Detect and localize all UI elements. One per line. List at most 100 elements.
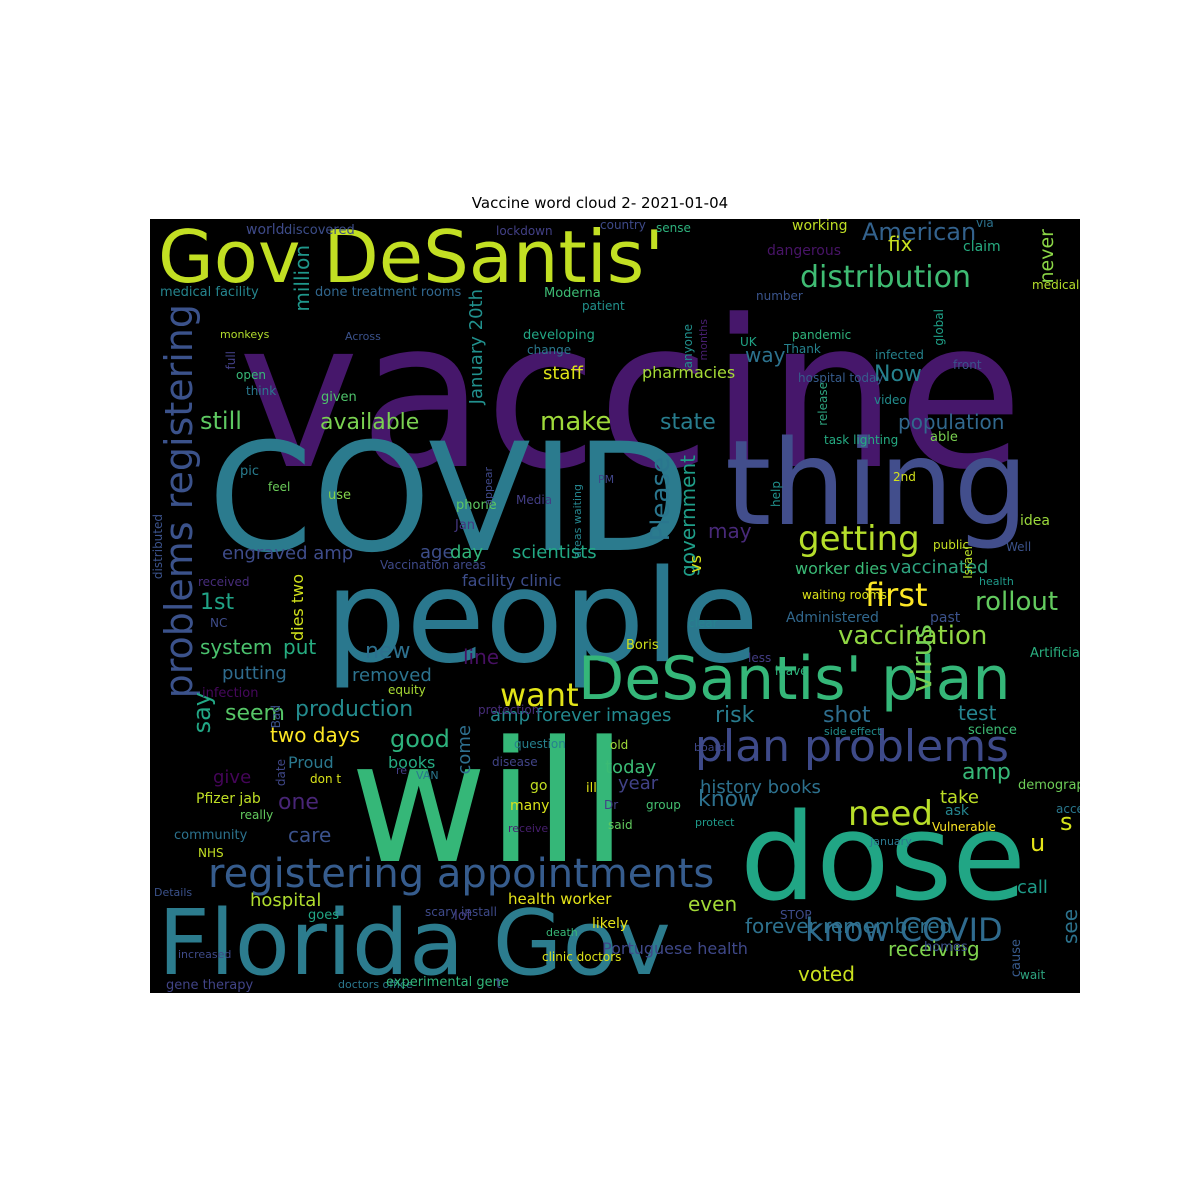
cloud-word: see xyxy=(1058,909,1080,945)
cloud-word: scary install xyxy=(425,905,497,919)
cloud-word: Administered xyxy=(786,610,879,626)
cloud-word: staff xyxy=(543,363,583,384)
cloud-word: developing xyxy=(523,328,595,343)
cloud-word: million xyxy=(290,245,314,312)
cloud-word: take xyxy=(940,787,979,808)
cloud-word: clinic doctors xyxy=(542,950,622,964)
cloud-word: gene therapy xyxy=(166,978,254,993)
cloud-word: received xyxy=(198,575,250,589)
cloud-word: pic xyxy=(240,464,260,479)
cloud-word: Florida Gov xyxy=(158,891,671,993)
cloud-word: age xyxy=(420,542,454,563)
cloud-word: distributed xyxy=(151,514,165,580)
cloud-word: NHS xyxy=(198,846,224,860)
cloud-word: able xyxy=(930,430,958,445)
cloud-word: population xyxy=(898,410,1005,434)
cloud-word: NC xyxy=(210,616,228,630)
cloud-word: know COVID xyxy=(805,911,1003,949)
cloud-word: rollout xyxy=(975,587,1059,617)
cloud-word: dies two xyxy=(288,574,307,642)
cloud-word: Across xyxy=(345,330,381,343)
cloud-word: wait xyxy=(1020,968,1046,982)
cloud-word: engraved amp xyxy=(222,543,354,564)
cloud-word: care xyxy=(288,823,332,847)
cloud-word: discovered xyxy=(284,223,355,238)
cloud-word: forever remembered xyxy=(745,914,953,938)
cloud-word: come xyxy=(454,725,475,775)
cloud-word: u xyxy=(1030,829,1046,857)
cloud-word: pharmacies xyxy=(642,363,736,382)
cloud-word: registering appointments xyxy=(208,851,715,897)
cloud-word: clear xyxy=(688,616,718,630)
cloud-word: open xyxy=(236,368,266,382)
cloud-word: seem xyxy=(225,701,285,726)
cloud-word: medical facility xyxy=(160,285,259,300)
cloud-word: DeSantis' plan xyxy=(578,644,1011,714)
cloud-word: change xyxy=(527,343,572,357)
cloud-word: go xyxy=(530,778,548,794)
cloud-word: working xyxy=(792,219,848,234)
cloud-word: year xyxy=(618,773,659,794)
cloud-word: history books xyxy=(700,777,821,798)
cloud-word: appear xyxy=(482,467,495,506)
cloud-word: January 20th xyxy=(466,289,487,405)
cloud-word: give xyxy=(213,767,252,788)
cloud-word: production xyxy=(295,697,414,722)
cloud-word: 1st xyxy=(200,590,235,615)
cloud-word: books xyxy=(388,753,436,772)
cloud-word: board xyxy=(694,741,726,754)
cloud-word: Details xyxy=(154,886,193,899)
cloud-word: group xyxy=(646,798,681,812)
cloud-word: STOP xyxy=(780,908,812,922)
cloud-word: UK xyxy=(740,335,757,349)
cloud-word: don t xyxy=(310,772,342,786)
cloud-word: may xyxy=(708,519,752,543)
cloud-word: Moderna xyxy=(544,286,601,301)
cloud-word: Vulnerable xyxy=(932,820,996,834)
cloud-word: make xyxy=(540,407,612,437)
cloud-word: equity xyxy=(388,683,426,697)
cloud-word: feel xyxy=(268,480,291,494)
cloud-word: Boris xyxy=(626,638,659,653)
cloud-word: patient xyxy=(582,299,625,313)
cloud-word: science xyxy=(968,723,1017,738)
cloud-word: Now xyxy=(874,362,922,387)
cloud-word: vs xyxy=(686,555,705,573)
cloud-word: lot xyxy=(454,908,472,924)
cloud-word: virus xyxy=(905,624,938,693)
cloud-word: first xyxy=(865,576,928,614)
cloud-word: task lighting xyxy=(824,433,899,447)
cloud-word: know xyxy=(698,787,757,812)
cloud-word: system xyxy=(200,635,273,659)
cloud-word: put xyxy=(283,635,317,659)
cloud-word: claim xyxy=(963,239,1001,255)
cloud-word: fix xyxy=(888,232,913,256)
cloud-word: day xyxy=(450,542,484,563)
cloud-word: American xyxy=(862,219,977,246)
cloud-word: s xyxy=(1060,808,1073,836)
cloud-word: line xyxy=(463,645,500,669)
cloud-word: likely xyxy=(592,916,629,932)
cloud-word: Artificial Sky xyxy=(1030,646,1080,661)
cloud-word: waiting rooms xyxy=(802,588,887,602)
cloud-word: hospital today xyxy=(798,371,884,385)
cloud-word: plan problems xyxy=(695,721,1009,772)
cloud-word: global xyxy=(932,309,946,346)
cloud-word: today xyxy=(605,757,657,778)
cloud-word: will xyxy=(350,705,628,901)
cloud-word: given xyxy=(321,390,357,405)
cloud-word: want xyxy=(500,676,579,714)
cloud-word: homes xyxy=(924,940,968,955)
cloud-word: Pfizer jab xyxy=(196,791,261,807)
cloud-word: health worker xyxy=(508,890,612,908)
chart-title: Vaccine word cloud 2- 2021-01-04 xyxy=(471,194,729,212)
cloud-word: Bad xyxy=(269,705,283,729)
cloud-word: one xyxy=(278,790,319,815)
cloud-word: leave xyxy=(775,664,808,678)
cloud-word: world xyxy=(246,222,285,238)
cloud-word: thing xyxy=(725,414,1029,552)
cloud-word: facility clinic xyxy=(462,571,562,590)
cloud-word: Dr xyxy=(604,798,619,812)
cloud-word: medical xyxy=(1032,278,1080,292)
cloud-word: PM xyxy=(598,473,615,486)
